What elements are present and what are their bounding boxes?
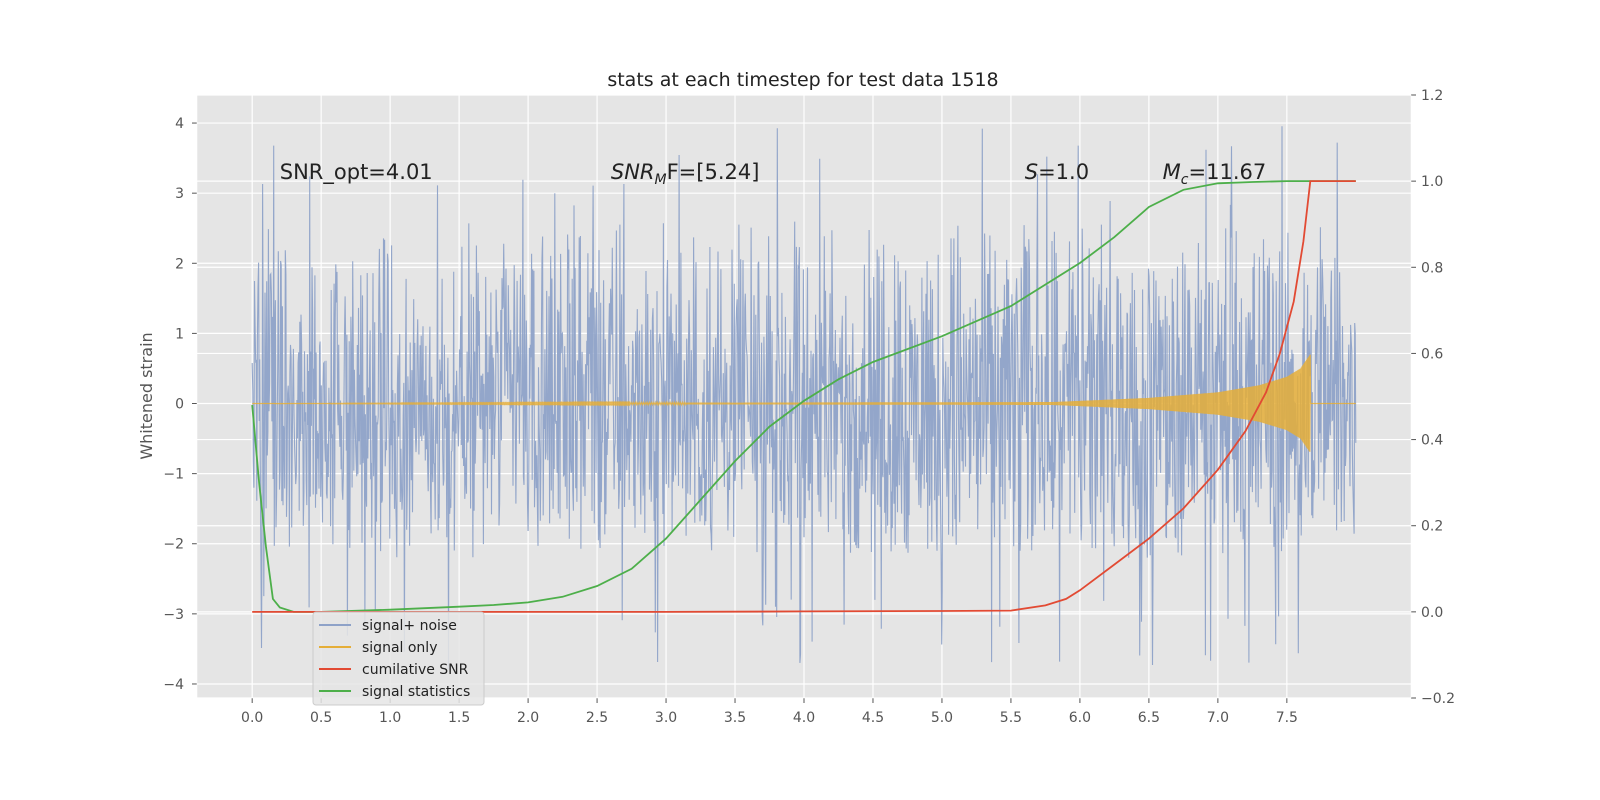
series-layer <box>251 126 1357 670</box>
annotation-s: S=1.0 <box>1025 160 1089 184</box>
y-axis-label: Whitened strain <box>137 332 156 459</box>
y2-tick-label: 0.0 <box>1421 605 1443 621</box>
y2-tick-label: 1.2 <box>1421 88 1443 104</box>
x-tick-label: 1.5 <box>448 710 470 726</box>
x-tick-label: 4.0 <box>793 710 815 726</box>
y-tick-label: −3 <box>163 607 184 623</box>
annotation-symbol: S <box>1025 160 1038 184</box>
x-tick-label: 2.5 <box>586 710 608 726</box>
y-tick-label: −2 <box>163 537 184 553</box>
x-tick-label: 5.0 <box>931 710 953 726</box>
series-cumulative-snr <box>252 180 1356 613</box>
y-tick-label: −4 <box>163 677 184 693</box>
annotation-symbol: M <box>1163 160 1181 184</box>
series-signal-only <box>252 354 1356 452</box>
annotation-mc: Mc=11.67 <box>1163 160 1267 188</box>
annotations: SNR_opt=4.01 SNRMF=[5.24] S=1.0 Mc=11.67 <box>280 160 1266 188</box>
annotation-snr-mf: SNRMF=[5.24] <box>611 160 760 188</box>
x-tick-label: 6.5 <box>1138 710 1160 726</box>
y2-tick-label: 0.8 <box>1421 260 1443 276</box>
legend-label: signal only <box>362 640 437 656</box>
y2-tick-label: 0.4 <box>1421 433 1443 449</box>
x-tick-label: 0.5 <box>310 710 332 726</box>
x-tick-label: 4.5 <box>862 710 884 726</box>
annotation-value: =11.67 <box>1189 160 1267 184</box>
y2-tick-label: −0.2 <box>1421 691 1455 707</box>
x-tick-label: 6.0 <box>1069 710 1091 726</box>
y2-tick-label: 1.0 <box>1421 174 1443 190</box>
legend-label: signal statistics <box>362 684 470 700</box>
chart-title: stats at each timestep for test data 151… <box>607 69 998 91</box>
y2-tick-label: 0.2 <box>1421 519 1443 535</box>
y-tick-label: 4 <box>175 116 184 132</box>
legend: signal+ noise signal only cumilative SNR si… <box>312 611 485 706</box>
x-tick-label: 7.5 <box>1276 710 1298 726</box>
legend-label: cumilative SNR <box>362 662 469 678</box>
annotation-subscript: c <box>1181 172 1189 188</box>
legend-label: signal+ noise <box>362 618 457 634</box>
plot-frame <box>196 94 1412 699</box>
axes: 0.0 0.5 1.0 1.5 2.0 2.5 3.0 3.5 4.0 4.5 5.0 5.5 6.0 6… <box>163 88 1455 726</box>
x-tick-label: 7.0 <box>1207 710 1229 726</box>
y-tick-label: 1 <box>175 326 184 342</box>
x-tick-label: 3.5 <box>724 710 746 726</box>
x-tick-label: 2.0 <box>517 710 539 726</box>
y2-tick-label: 0.6 <box>1421 346 1443 362</box>
y-tick-label: 0 <box>175 397 184 413</box>
y-tick-label: 3 <box>175 186 184 202</box>
series-signal-noise <box>251 126 1357 670</box>
y-tick-label: −1 <box>163 467 184 483</box>
annotation-subscript: M <box>655 172 667 188</box>
x-tick-label: 3.0 <box>655 710 677 726</box>
annotation-value: =1.0 <box>1038 160 1089 184</box>
annotation-symbol: SNR <box>611 160 655 184</box>
legend-box <box>312 611 485 706</box>
y-tick-label: 2 <box>175 256 184 272</box>
x-tick-label: 0.0 <box>241 710 263 726</box>
annotation-value: F=[5.24] <box>667 160 760 184</box>
annotation-snr-opt: SNR_opt=4.01 <box>280 160 433 185</box>
x-tick-label: 5.5 <box>1000 710 1022 726</box>
x-tick-label: 1.0 <box>379 710 401 726</box>
